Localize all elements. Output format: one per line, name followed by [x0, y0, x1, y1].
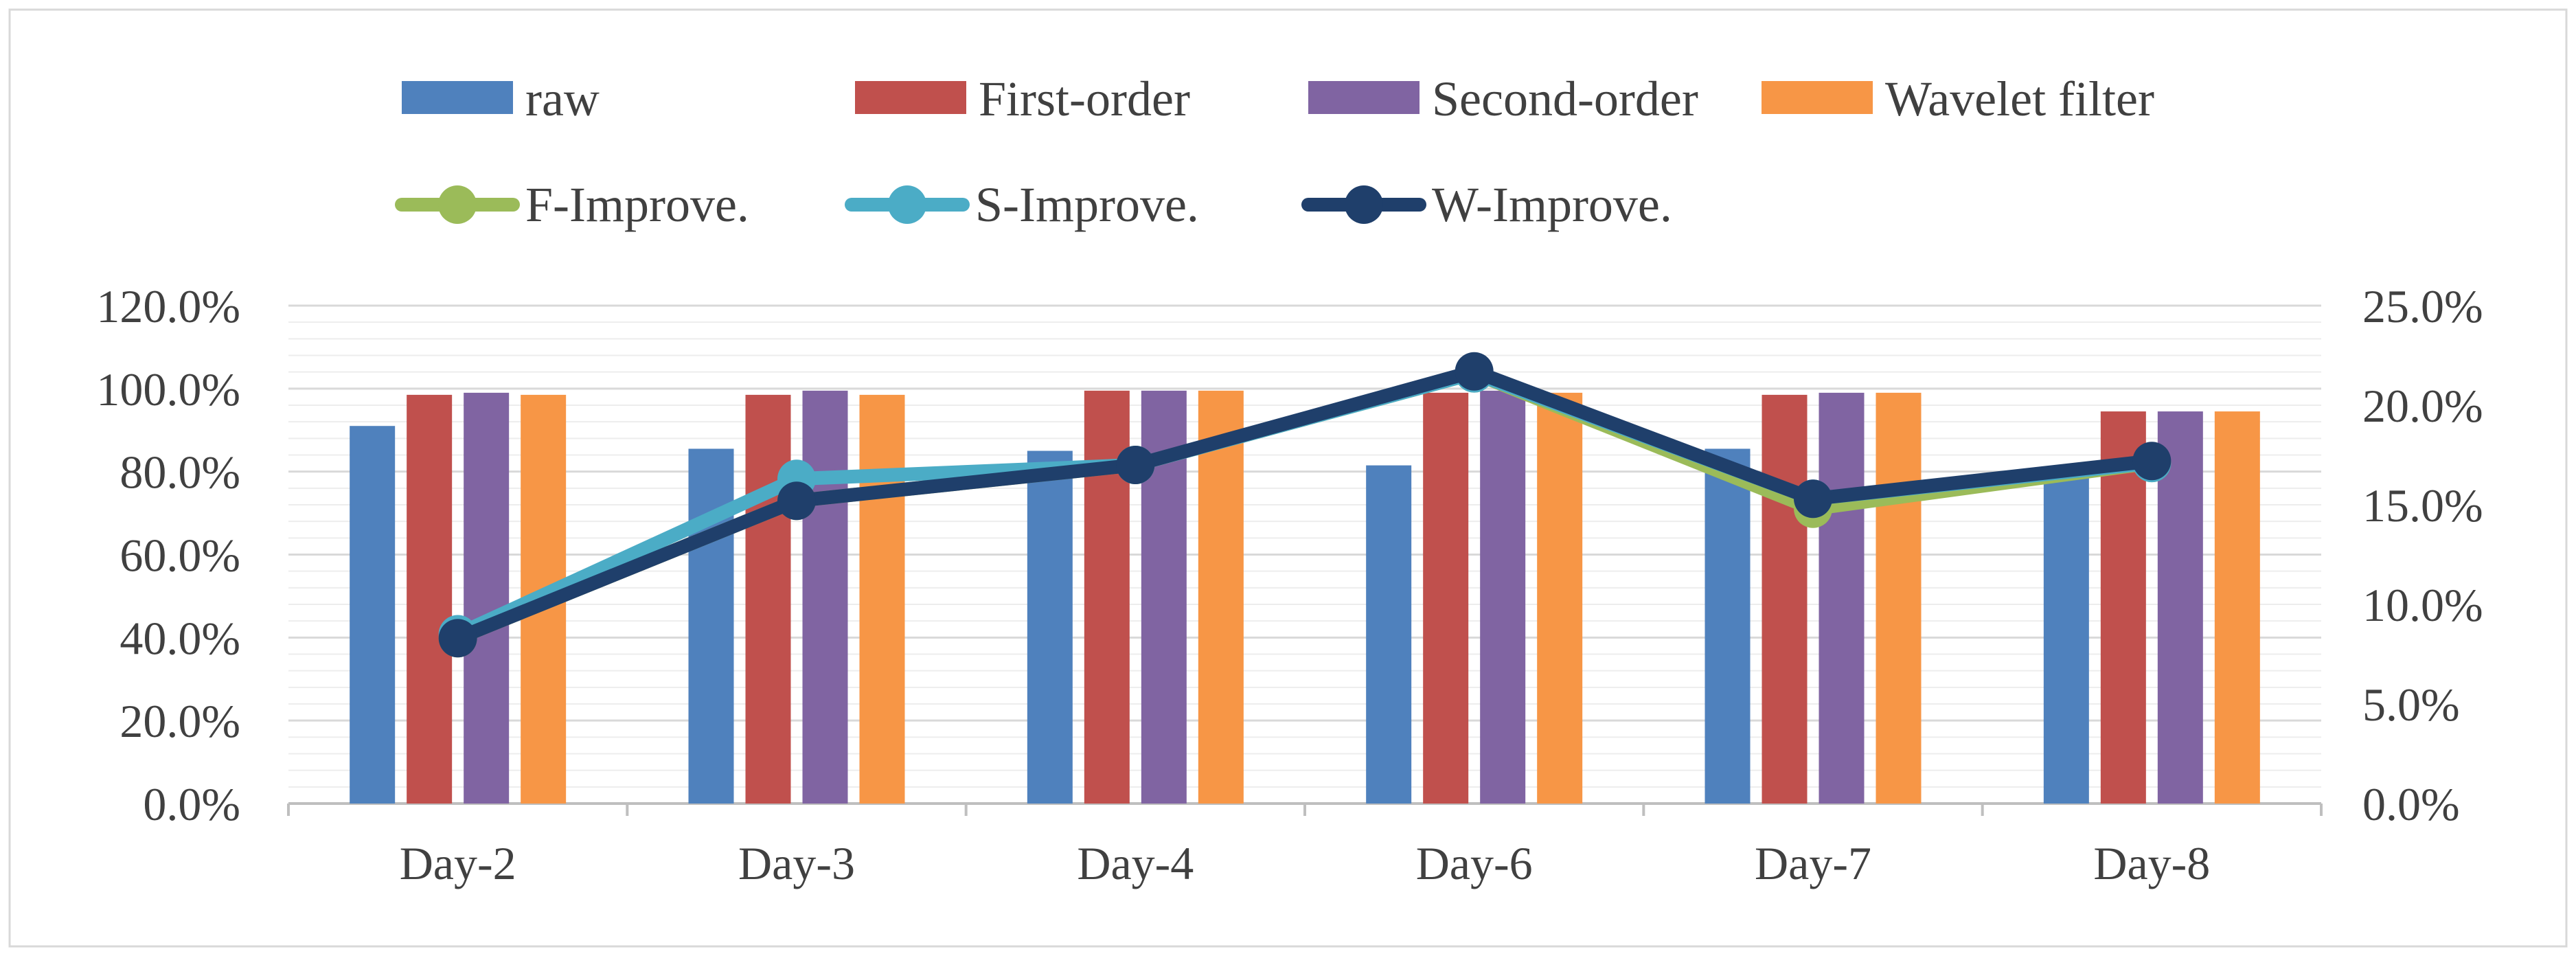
x-axis-category-label: Day-2 — [400, 837, 516, 889]
left-axis-tick-label: 0.0% — [143, 778, 240, 830]
bar-second-order-day-3 — [802, 390, 848, 804]
line-series — [438, 352, 2172, 658]
point-w-improve-day-4 — [1116, 446, 1155, 484]
bar-raw-day-7 — [1705, 448, 1751, 804]
left-axis-tick-label: 80.0% — [119, 446, 240, 499]
bar-wavelet-filter-day-7 — [1876, 392, 1922, 804]
bar-wavelet-filter-day-8 — [2214, 411, 2260, 804]
bar-first-order-day-6 — [1423, 392, 1469, 804]
bar-raw-day-8 — [2043, 467, 2089, 804]
point-w-improve-day-3 — [777, 481, 816, 521]
x-axis-category-label: Day-7 — [1755, 837, 1871, 889]
legend-swatch-first-order — [855, 81, 966, 114]
x-axis-category-label: Day-3 — [738, 837, 855, 889]
bar-second-order-day-6 — [1480, 390, 1526, 804]
bar-first-order-day-8 — [2100, 411, 2146, 804]
bar-second-order-day-7 — [1819, 392, 1865, 804]
x-axis-category-label: Day-8 — [2093, 837, 2210, 889]
bar-first-order-day-7 — [1762, 394, 1808, 804]
left-axis-tick-label: 60.0% — [119, 530, 240, 582]
legend-swatch-wavelet-filter — [1762, 81, 1873, 114]
left-axis-tick-label: 40.0% — [119, 612, 240, 664]
point-w-improve-day-7 — [1794, 479, 1832, 519]
legend-label-f-improve: F-Improve. — [525, 177, 749, 232]
legend-swatch-second-order — [1308, 81, 1420, 114]
right-axis-tick-label: 20.0% — [2362, 380, 2483, 432]
point-w-improve-day-8 — [2132, 442, 2172, 481]
bar-raw-day-3 — [688, 448, 734, 804]
legend-label-wavelet-filter: Wavelet filter — [1885, 71, 2154, 126]
legend-label-w-improve: W-Improve. — [1432, 177, 1672, 232]
left-axis-tick-label: 20.0% — [119, 695, 240, 747]
bar-wavelet-filter-day-6 — [1537, 392, 1583, 804]
left-axis-tick-label: 100.0% — [96, 363, 240, 416]
bar-series — [350, 390, 2260, 804]
right-axis-tick-label: 0.0% — [2362, 778, 2460, 830]
right-axis-tick-label: 25.0% — [2362, 280, 2483, 332]
line-w-improve — [451, 364, 2159, 646]
bar-second-order-day-8 — [2157, 411, 2203, 804]
legend-marker-f-improve — [438, 185, 477, 224]
legend-label-first-order: First-order — [979, 71, 1190, 126]
left-axis-tick-label: 120.0% — [96, 280, 240, 332]
legend-swatch-raw — [402, 81, 513, 114]
right-axis-tick-label: 15.0% — [2362, 479, 2483, 532]
bar-first-order-day-2 — [407, 394, 453, 804]
right-axis-tick-label: 10.0% — [2362, 579, 2483, 631]
bar-first-order-day-3 — [745, 394, 791, 804]
axes: 0.0% 20.0% 40.0% 60.0% 80.0% 100.0% 120.0% 0.0%… — [96, 280, 2483, 889]
bar-wavelet-filter-day-4 — [1198, 390, 1244, 804]
bar-raw-day-2 — [350, 426, 396, 804]
legend-label-second-order: Second-order — [1432, 71, 1698, 126]
bar-wavelet-filter-day-3 — [859, 394, 905, 804]
legend-label-s-improve: S-Improve. — [975, 177, 1199, 232]
legend-marker-s-improve — [888, 185, 926, 224]
right-axis-tick-label: 5.0% — [2362, 679, 2460, 731]
bar-second-order-day-2 — [464, 392, 510, 804]
point-w-improve-day-2 — [438, 619, 477, 658]
legend-marker-w-improve — [1345, 185, 1383, 224]
x-axis-category-label: Day-4 — [1077, 837, 1194, 889]
x-axis-category-label: Day-6 — [1416, 837, 1533, 889]
legend-label-raw: raw — [525, 71, 600, 126]
legend: raw First-order Second-order Wavelet filter… — [395, 71, 2154, 232]
bar-raw-day-6 — [1366, 465, 1412, 804]
point-w-improve-day-6 — [1455, 352, 1494, 391]
bar-raw-day-4 — [1027, 451, 1073, 804]
